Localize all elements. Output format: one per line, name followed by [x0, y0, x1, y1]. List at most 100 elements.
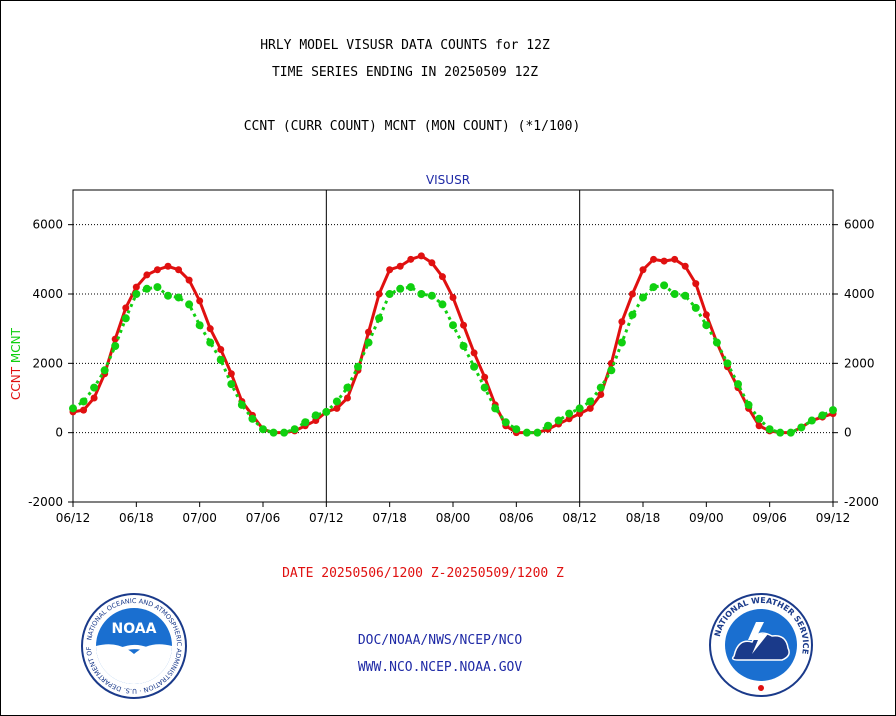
- data-point-ccnt: [164, 262, 172, 270]
- x-tick-label: 07/18: [372, 511, 407, 525]
- data-point-mcnt: [237, 400, 246, 409]
- y-axis-left: -2000 0 2000 4000 6000: [28, 218, 73, 509]
- data-point-mcnt: [111, 342, 120, 350]
- data-point-mcnt: [480, 383, 489, 392]
- data-point-ccnt: [681, 262, 689, 270]
- series-mcnt: [69, 281, 837, 437]
- data-point-mcnt: [670, 290, 679, 298]
- plot-title: VISUSR: [426, 173, 470, 187]
- y-tick-label: 0: [844, 426, 852, 440]
- data-point-mcnt: [343, 383, 352, 392]
- data-point-mcnt: [702, 321, 711, 330]
- data-point-mcnt: [354, 362, 362, 371]
- data-point-mcnt: [311, 411, 320, 420]
- y-tick-label: 2000: [844, 356, 875, 370]
- data-point-mcnt: [90, 383, 99, 392]
- data-point-mcnt: [438, 300, 447, 309]
- y-tick-label: 6000: [844, 218, 875, 232]
- data-point-ccnt: [650, 255, 658, 263]
- data-point-mcnt: [691, 303, 700, 312]
- data-point-mcnt: [734, 380, 742, 389]
- x-tick-label: 07/06: [246, 511, 281, 525]
- data-point-mcnt: [375, 314, 384, 323]
- data-point-ccnt: [217, 345, 225, 353]
- y-axis-label-ccnt: CCNT: [9, 366, 23, 400]
- nws-logo: NATIONAL WEATHER SERVICE: [709, 593, 813, 697]
- data-point-mcnt: [491, 404, 500, 413]
- x-axis: 06/12 06/18 07/00 07/06 07/12 07/18 08/00 08/06…: [56, 502, 851, 525]
- x-tick-label: 08/18: [626, 511, 661, 525]
- data-point-ccnt: [386, 266, 394, 274]
- x-tick-label: 08/00: [436, 511, 471, 525]
- data-point-mcnt: [512, 425, 521, 434]
- data-point-mcnt: [575, 404, 584, 413]
- data-point-ccnt: [460, 321, 468, 329]
- data-point-ccnt: [153, 266, 161, 274]
- data-point-ccnt: [692, 280, 700, 288]
- data-point-mcnt: [712, 338, 721, 347]
- data-point-ccnt: [80, 406, 88, 414]
- y-tick-label: 2000: [32, 356, 63, 370]
- y-axis-label: CCNT MCNT: [9, 327, 23, 400]
- header-title-line-2: TIME SERIES ENDING IN 20250509 12Z: [271, 65, 539, 80]
- data-point-mcnt: [501, 418, 510, 427]
- day-dividers: [325, 190, 581, 502]
- data-point-mcnt: [301, 418, 310, 427]
- data-point-mcnt: [649, 283, 658, 292]
- data-point-mcnt: [332, 397, 341, 406]
- data-point-mcnt: [786, 428, 795, 437]
- data-point-ccnt: [396, 262, 404, 270]
- data-point-mcnt: [396, 284, 405, 293]
- data-point-mcnt: [470, 362, 479, 371]
- data-point-mcnt: [744, 400, 753, 409]
- data-point-mcnt: [829, 406, 837, 415]
- data-point-mcnt: [522, 428, 531, 437]
- data-point-mcnt: [142, 284, 151, 293]
- data-point-mcnt: [797, 423, 806, 432]
- data-point-mcnt: [406, 283, 415, 292]
- data-point-mcnt: [765, 425, 774, 434]
- data-point-ccnt: [343, 394, 351, 402]
- data-point-mcnt: [681, 291, 690, 300]
- data-point-ccnt: [417, 252, 425, 260]
- data-point-mcnt: [227, 380, 236, 389]
- data-point-mcnt: [723, 359, 732, 368]
- data-point-mcnt: [185, 300, 194, 309]
- data-point-mcnt: [459, 342, 468, 350]
- x-tick-label: 08/12: [562, 511, 597, 525]
- noaa-logo-text: NOAA: [112, 621, 157, 637]
- data-point-ccnt: [407, 255, 415, 263]
- chart: VISUSR -2000 0 2000 4000 6000 -2000 0 2000 4000…: [9, 173, 879, 525]
- data-point-ccnt: [755, 422, 763, 430]
- data-point-mcnt: [586, 397, 595, 406]
- data-point-ccnt: [143, 271, 151, 279]
- data-point-mcnt: [417, 290, 426, 298]
- x-tick-label: 08/06: [499, 511, 534, 525]
- data-point-ccnt: [639, 266, 647, 274]
- data-point-mcnt: [121, 314, 130, 323]
- data-point-ccnt: [660, 257, 668, 265]
- data-point-mcnt: [607, 366, 616, 375]
- data-point-mcnt: [364, 338, 373, 347]
- data-point-ccnt: [90, 394, 98, 402]
- x-tick-label: 09/00: [689, 511, 724, 525]
- data-point-mcnt: [544, 421, 552, 430]
- data-point-mcnt: [818, 411, 827, 420]
- data-point-mcnt: [776, 428, 785, 437]
- y-tick-label: -2000: [28, 495, 63, 509]
- data-point-mcnt: [174, 293, 183, 302]
- svg-text:CCNT MCNT: CCNT MCNT: [9, 327, 23, 400]
- data-point-mcnt: [79, 397, 88, 406]
- data-point-mcnt: [216, 355, 225, 364]
- data-point-mcnt: [164, 291, 172, 300]
- y-tick-label: 4000: [32, 287, 63, 301]
- x-tick-label: 07/12: [309, 511, 344, 525]
- x-tick-label: 09/12: [816, 511, 851, 525]
- data-point-ccnt: [607, 359, 615, 367]
- y-tick-label: -2000: [844, 495, 879, 509]
- data-point-mcnt: [322, 407, 331, 416]
- data-point-ccnt: [333, 404, 341, 412]
- data-point-ccnt: [470, 349, 478, 357]
- data-point-mcnt: [533, 428, 542, 437]
- data-point-ccnt: [365, 328, 373, 336]
